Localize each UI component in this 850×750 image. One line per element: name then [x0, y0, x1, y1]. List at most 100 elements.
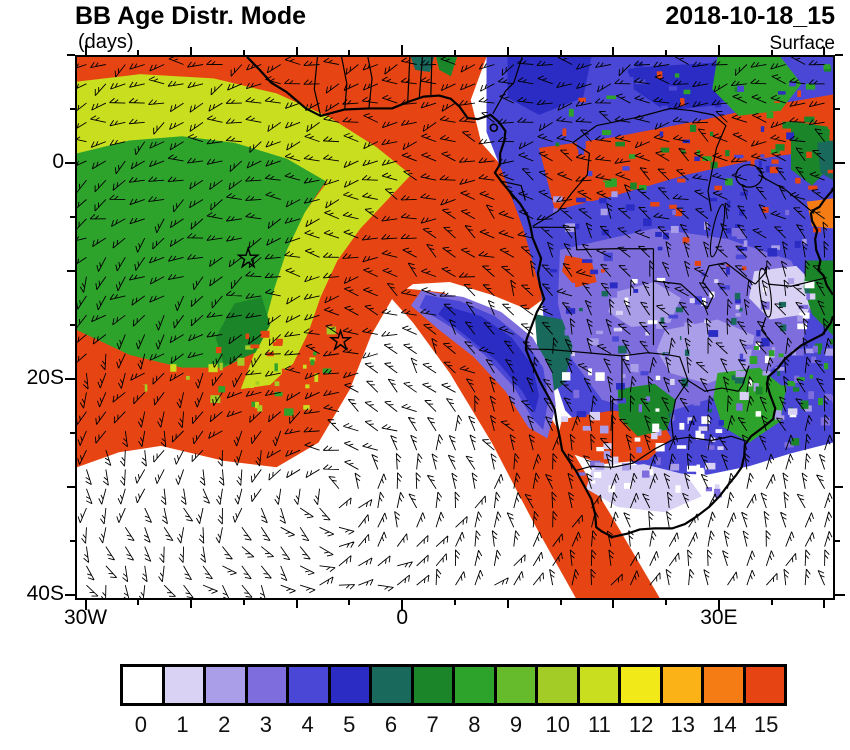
- colorbar-label: 5: [343, 712, 356, 737]
- axis-tick: [243, 600, 245, 605]
- colorbar-cell: [286, 664, 331, 706]
- axis-tick: [560, 600, 562, 605]
- axis-tick: [612, 47, 614, 55]
- axis-tick: [243, 50, 245, 55]
- axis-tick: [665, 50, 667, 55]
- colorbar-label: 7: [426, 712, 439, 737]
- colorbar-label: 2: [218, 712, 231, 737]
- axis-tick: [771, 50, 773, 55]
- region-fill: [806, 198, 833, 229]
- axis-tick: [835, 270, 843, 272]
- colorbar-cell: [161, 664, 206, 706]
- region-fill: [77, 74, 411, 390]
- colorbar-cell: [369, 664, 414, 706]
- star-marker: [331, 331, 350, 349]
- axis-tick: [612, 600, 614, 608]
- y-axis-label: 20S: [26, 365, 64, 389]
- axis-tick: [835, 54, 843, 56]
- colorbar-cell: [120, 664, 165, 706]
- lake-tanganyika: [707, 203, 727, 257]
- map-frame: [75, 55, 835, 600]
- star-markers: [239, 248, 350, 349]
- axis-tick: [835, 486, 843, 488]
- axis-tick: [70, 540, 75, 542]
- level-label: Surface: [769, 33, 835, 54]
- region-fill: [507, 57, 592, 115]
- colorbar-cell: [493, 664, 538, 706]
- bioko-island: [490, 124, 497, 131]
- axis-tick: [85, 600, 87, 610]
- lakes: [707, 165, 773, 318]
- region-fill: [608, 281, 681, 327]
- units-label: (days): [78, 31, 134, 53]
- axis-tick: [823, 600, 825, 608]
- page-title: BB Age Distr. Mode: [75, 2, 307, 30]
- axis-tick: [137, 50, 139, 55]
- colorbar-labels: 0 1 2 3 4 5 6 7 8 9 10 11 12 13 14 15: [120, 712, 787, 738]
- colorbar-cell: [701, 664, 746, 706]
- lake-victoria: [736, 165, 762, 187]
- region-fill: [410, 290, 556, 439]
- axis-tick: [560, 50, 562, 55]
- colorbar-label: 6: [384, 712, 398, 737]
- colorbar-cell: [410, 664, 455, 706]
- colorbar-label: 4: [301, 712, 314, 737]
- colorbar-label: 8: [468, 712, 481, 737]
- axis-tick: [718, 600, 720, 610]
- lake-malawi: [757, 268, 774, 318]
- colorbar-label: 11: [587, 712, 611, 737]
- datetime-label: 2018-10-18_15: [665, 2, 835, 30]
- wind-barbs: [77, 57, 832, 598]
- country-borders: [314, 57, 826, 471]
- axis-tick: [67, 486, 75, 488]
- colorbar-cell: [203, 664, 248, 706]
- axis-tick: [65, 378, 75, 380]
- colorbar-label: 15: [753, 712, 779, 737]
- axis-tick: [835, 324, 840, 326]
- colorbar-label: 9: [509, 712, 523, 737]
- colorbar-cell: [535, 664, 580, 706]
- colorbar-label: 10: [545, 712, 570, 737]
- region-fill: [436, 57, 458, 77]
- colorbar-cell: [659, 664, 704, 706]
- axis-tick: [507, 600, 509, 608]
- axis-tick: [65, 594, 75, 596]
- axis-tick: [718, 45, 720, 55]
- colorbar-label: 13: [670, 712, 696, 737]
- axis-tick: [401, 45, 403, 55]
- colorbar-label: 0: [134, 712, 147, 737]
- axis-tick: [67, 54, 75, 56]
- colorbar-cell: [742, 664, 787, 706]
- colorbar-cell: [244, 664, 289, 706]
- axis-tick: [67, 270, 75, 272]
- axis-tick: [835, 216, 840, 218]
- axis-tick: [401, 600, 403, 610]
- axis-tick: [70, 324, 75, 326]
- colorbar-label: 12: [628, 712, 654, 737]
- axis-tick: [348, 600, 350, 605]
- axis-tick: [70, 108, 75, 110]
- colorbar-cell: [576, 664, 621, 706]
- x-axis-label: 30W: [63, 606, 108, 629]
- axis-tick: [348, 50, 350, 55]
- axis-tick: [835, 108, 840, 110]
- y-axis-label: 40S: [26, 581, 64, 605]
- axis-tick: [296, 47, 298, 55]
- axis-tick: [296, 600, 298, 608]
- star-marker: [239, 248, 258, 266]
- axis-tick: [835, 378, 845, 380]
- axis-tick: [771, 600, 773, 605]
- colorbar-cell: [452, 664, 497, 706]
- axis-tick: [823, 47, 825, 55]
- axis-tick: [835, 594, 845, 596]
- axis-tick: [65, 162, 75, 164]
- axis-tick: [835, 540, 840, 542]
- axis-tick: [665, 600, 667, 605]
- colorbar-label: 14: [712, 712, 737, 737]
- axis-tick: [835, 432, 840, 434]
- axis-tick: [454, 50, 456, 55]
- colorbar-cell: [618, 664, 663, 706]
- colorbar-label: 1: [176, 712, 189, 737]
- axis-tick: [454, 600, 456, 605]
